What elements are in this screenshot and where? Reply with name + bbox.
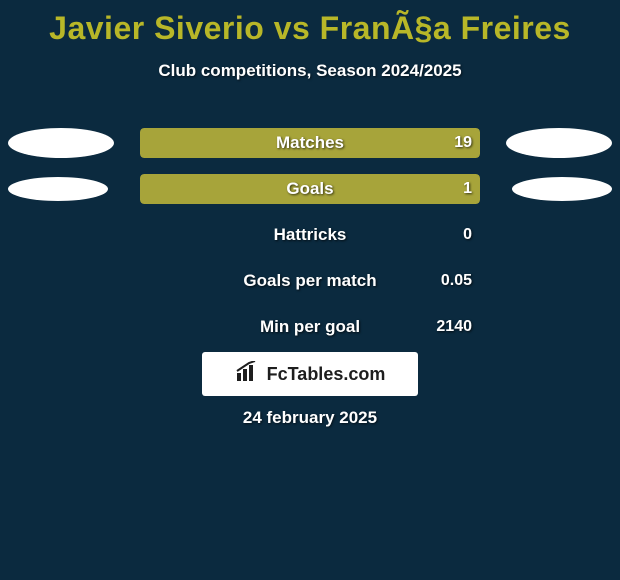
stat-bar-value: 0 [463, 226, 472, 244]
stat-bar-label: Min per goal [140, 317, 480, 337]
right-player-ellipse [512, 177, 612, 201]
stat-row: Hattricks0 [0, 212, 620, 258]
stat-bar: Hattricks0 [140, 220, 480, 250]
stat-row: Matches19 [0, 120, 620, 166]
right-player-ellipse [506, 128, 612, 158]
stat-bar-value: 2140 [436, 318, 472, 336]
left-player-ellipse [8, 177, 108, 201]
stat-row: Min per goal2140 [0, 304, 620, 350]
footer-date: 24 february 2025 [0, 408, 620, 428]
chart-bars-icon [235, 361, 267, 388]
page-title: Javier Siverio vs FranÃ§a Freires [0, 0, 620, 47]
page-subtitle: Club competitions, Season 2024/2025 [0, 61, 620, 81]
stat-bar-label: Hattricks [140, 225, 480, 245]
stat-bar: Matches19 [140, 128, 480, 158]
page-root: Javier Siverio vs FranÃ§a Freires Club c… [0, 0, 620, 580]
stat-row: Goals per match0.05 [0, 258, 620, 304]
stat-bar: Min per goal2140 [140, 312, 480, 342]
source-badge-text: FcTables.com [267, 364, 386, 385]
source-badge: FcTables.com [202, 352, 418, 396]
left-player-ellipse [8, 128, 114, 158]
stat-bar: Goals per match0.05 [140, 266, 480, 296]
comparison-rows: Matches19 Goals1 Hattricks0 Goals per match… [0, 120, 620, 350]
stat-bar: Goals1 [140, 174, 480, 204]
stat-bar-fill [140, 174, 480, 204]
stat-row: Goals1 [0, 166, 620, 212]
source-badge-inner: FcTables.com [235, 361, 386, 388]
stat-bar-value: 0.05 [441, 272, 472, 290]
stat-bar-fill [140, 128, 480, 158]
stat-bar-label: Goals per match [140, 271, 480, 291]
